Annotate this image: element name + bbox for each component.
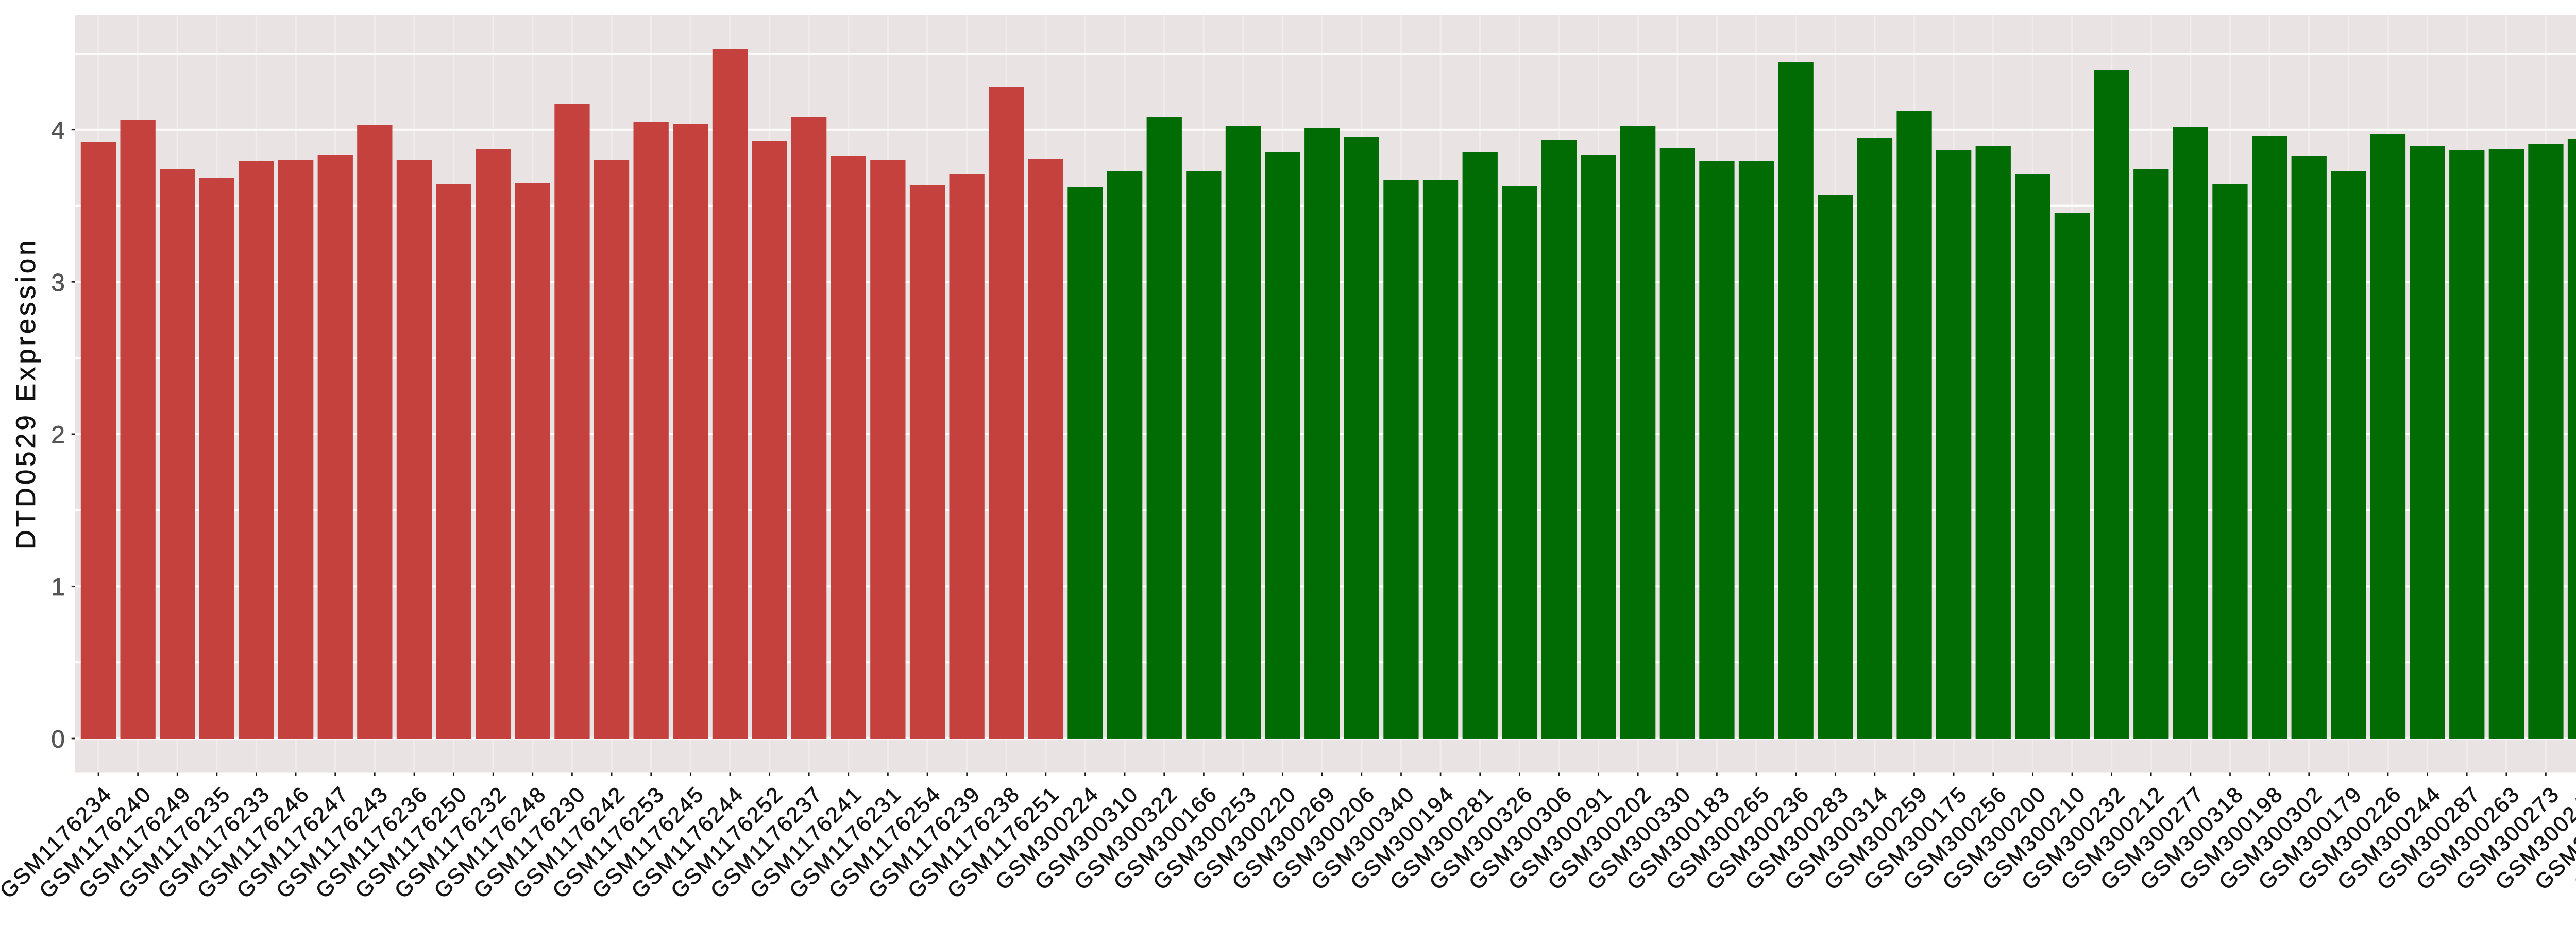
svg-text:1: 1: [51, 574, 65, 601]
svg-text:4: 4: [51, 117, 65, 144]
svg-text:DTD0529 Expression: DTD0529 Expression: [11, 237, 41, 550]
svg-text:2: 2: [51, 421, 65, 449]
svg-text:3: 3: [51, 269, 65, 297]
svg-text:0: 0: [51, 726, 65, 753]
